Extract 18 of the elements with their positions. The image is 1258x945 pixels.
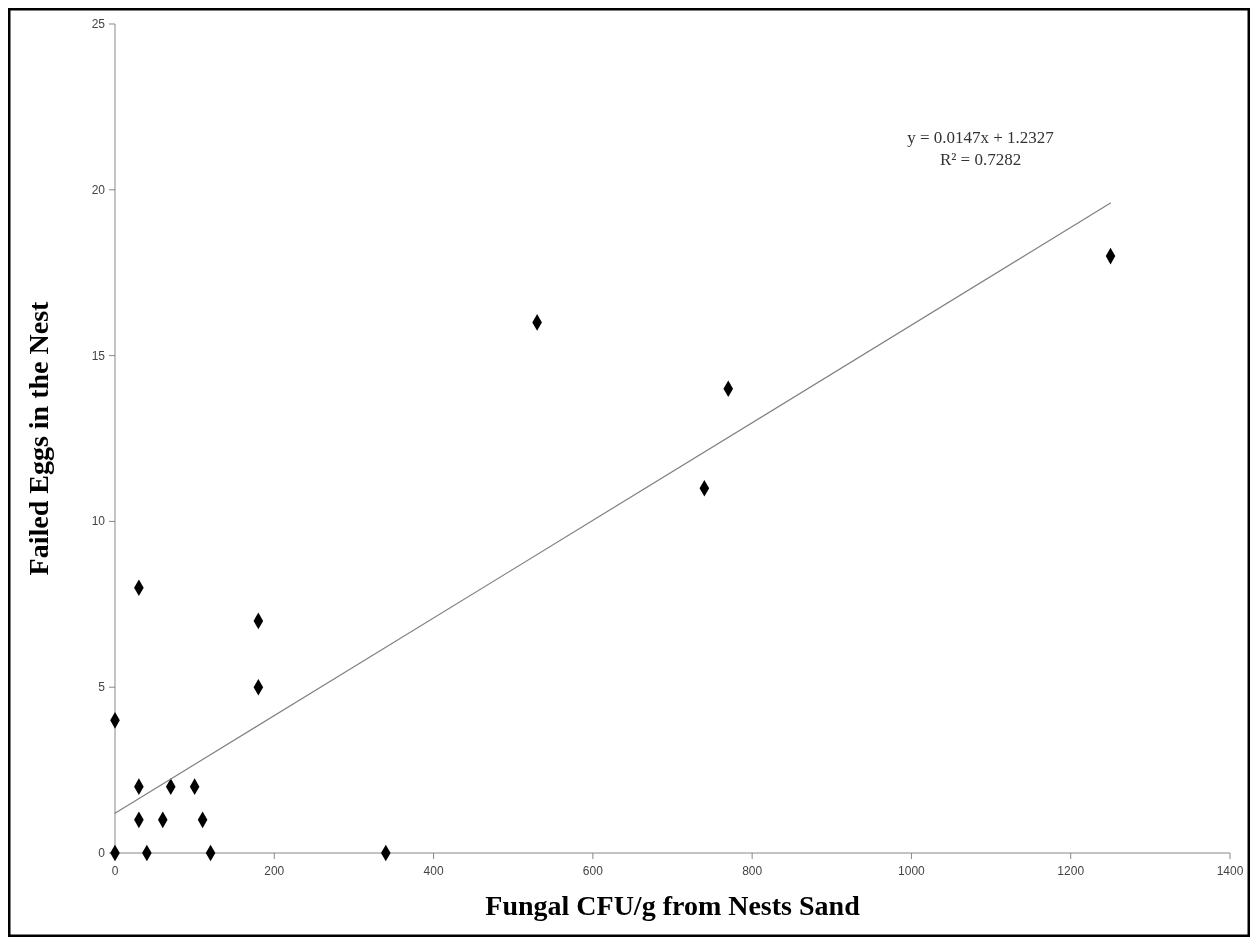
y-axis-title: Failed Eggs in the Nest [23, 300, 54, 576]
y-tick-label: 0 [98, 846, 106, 860]
x-tick-label: 1400 [1216, 864, 1244, 878]
y-tick-label: 20 [91, 182, 106, 197]
y-tick-label: 5 [98, 680, 106, 695]
y-tick-label: 25 [91, 17, 106, 31]
x-tick-label: 1000 [898, 864, 926, 878]
x-tick-label: 200 [264, 864, 285, 878]
annotation: R² = 0.7282 [939, 150, 1022, 170]
x-axis-title: Fungal CFU/g from Nests Sand [485, 890, 861, 921]
y-tick-label: 15 [91, 348, 106, 363]
x-tick-label: 1200 [1057, 864, 1085, 878]
y-tick-label: 10 [91, 514, 106, 529]
x-tick-label: 600 [582, 864, 604, 878]
annotation: y = 0.0147x + 1.2327 [907, 128, 1055, 148]
x-tick-label: 800 [742, 864, 763, 878]
x-tick-label: 0 [111, 864, 119, 878]
x-tick-label: 400 [423, 864, 444, 878]
